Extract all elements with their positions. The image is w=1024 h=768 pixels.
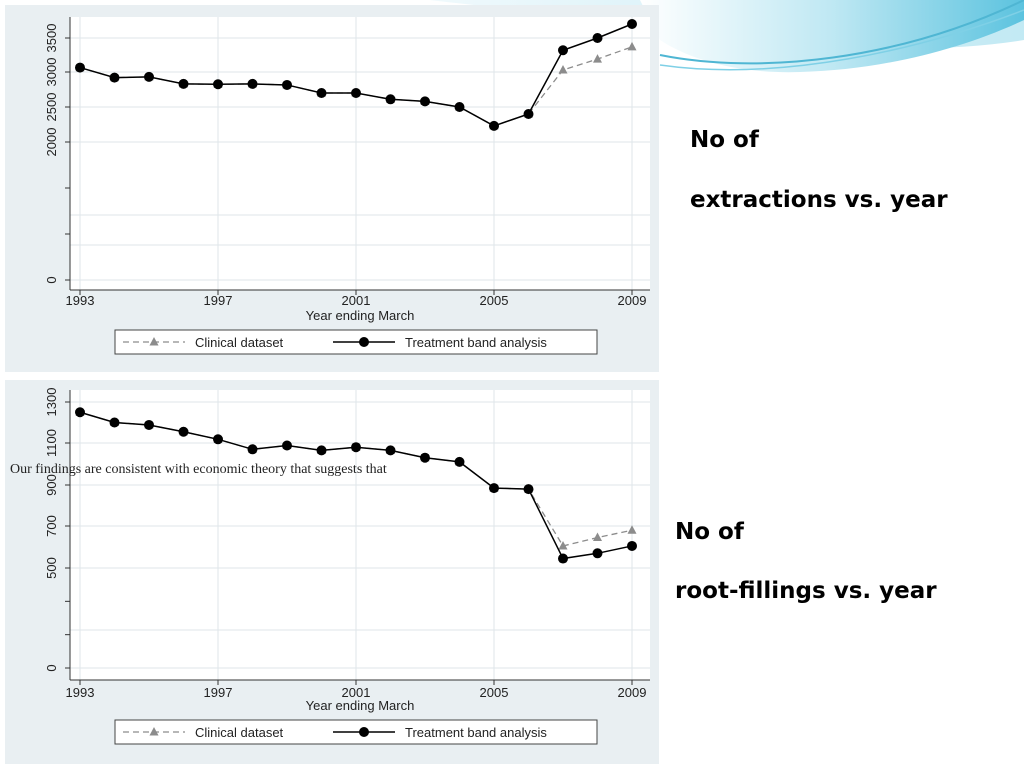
plot-area xyxy=(70,390,650,680)
data-point-circle xyxy=(144,71,154,82)
data-point-triangle xyxy=(558,540,568,550)
extractions-chart-panel: 1993 1997 2001 2005 2009 0 2000 2500 3000 3500 Yea… xyxy=(5,5,659,372)
data-point-triangle xyxy=(593,532,602,542)
data-point-circle xyxy=(75,62,85,73)
root-fillings-chart-panel: 1993 1997 2001 2005 2009 0 500 700 900 1100 1300 Ye… xyxy=(5,380,659,764)
x-tick-label: 2005 xyxy=(480,293,509,308)
y-tick-label: 2000 xyxy=(44,128,59,157)
data-point-circle xyxy=(454,102,465,112)
x-tick-label: 1997 xyxy=(204,685,233,700)
root-fillings-caption-line2: root-fillings vs. year xyxy=(675,578,937,604)
y-tick-label: 500 xyxy=(44,557,59,579)
data-point-circle xyxy=(420,452,430,463)
data-point-circle xyxy=(558,553,568,564)
data-point-circle xyxy=(385,94,396,105)
data-point-circle xyxy=(385,445,396,456)
data-point-circle xyxy=(489,120,499,131)
data-point-circle xyxy=(489,483,499,494)
y-tick-label: 1100 xyxy=(44,429,59,457)
data-point-circle xyxy=(316,445,327,456)
x-tick-label: 1993 xyxy=(66,685,95,700)
data-point-circle xyxy=(247,78,258,89)
overlay-body-text: Our findings are consistent with economi… xyxy=(10,462,387,477)
data-point-triangle xyxy=(627,525,637,534)
data-point-circle xyxy=(454,456,465,467)
extractions-caption-line2: extractions vs. year xyxy=(690,187,948,213)
data-point-circle xyxy=(627,19,637,29)
data-point-triangle xyxy=(593,54,602,63)
data-point-circle xyxy=(213,79,223,90)
legend-marker-circle xyxy=(359,337,369,347)
y-tick-label: 3500 xyxy=(44,24,59,53)
data-point-circle xyxy=(592,548,603,559)
y-tick-label: 1300 xyxy=(44,388,59,417)
data-point-circle xyxy=(351,88,361,98)
x-tick-label: 2005 xyxy=(480,685,509,700)
x-tick-label: 2009 xyxy=(618,685,647,700)
data-point-circle xyxy=(282,440,292,451)
x-tick-label: 2001 xyxy=(342,293,371,308)
x-tick-label: 2009 xyxy=(618,293,647,308)
legend-label-treatment: Treatment band analysis xyxy=(405,335,547,350)
x-axis-label: Year ending March xyxy=(306,698,415,713)
data-point-circle xyxy=(178,78,189,89)
data-point-circle xyxy=(109,417,120,428)
legend-label-clinical: Clinical dataset xyxy=(195,725,284,740)
data-point-circle xyxy=(282,79,292,90)
x-tick-label: 1997 xyxy=(204,293,233,308)
data-point-circle xyxy=(109,72,120,83)
data-point-circle xyxy=(627,540,637,551)
data-point-circle xyxy=(558,45,568,56)
plot-area xyxy=(70,17,650,290)
y-tick-label: 0 xyxy=(44,664,59,671)
y-tick-label: 0 xyxy=(44,276,59,283)
data-point-circle xyxy=(523,109,534,119)
x-tick-label: 2001 xyxy=(342,685,371,700)
data-point-circle xyxy=(316,88,327,98)
data-point-circle xyxy=(420,96,430,107)
data-point-circle xyxy=(213,434,223,445)
data-point-triangle xyxy=(627,41,637,51)
legend-label-clinical: Clinical dataset xyxy=(195,335,284,350)
root-fillings-chart: 1993 1997 2001 2005 2009 0 500 700 900 1100 1300 Ye… xyxy=(44,388,650,745)
y-tick-label: 2500 xyxy=(44,93,59,122)
data-point-circle xyxy=(247,444,258,455)
y-tick-label: 700 xyxy=(44,515,59,537)
legend-marker-circle xyxy=(359,727,369,737)
data-point-triangle xyxy=(558,64,568,74)
root-fillings-caption-line1: No of xyxy=(675,519,744,545)
legend-label-treatment: Treatment band analysis xyxy=(405,725,547,740)
extractions-chart: 1993 1997 2001 2005 2009 0 2000 2500 3000 3500 Yea… xyxy=(44,17,650,355)
legend-marker-triangle xyxy=(149,727,159,736)
data-point-circle xyxy=(351,442,361,453)
extractions-caption-line1: No of xyxy=(690,127,759,153)
data-point-circle xyxy=(178,426,189,437)
legend-marker-triangle xyxy=(149,337,159,346)
data-point-circle xyxy=(144,419,154,430)
data-point-circle xyxy=(592,33,603,43)
data-point-circle xyxy=(75,407,85,418)
x-axis-label: Year ending March xyxy=(306,308,415,323)
y-tick-label: 900 xyxy=(44,474,59,496)
y-tick-label: 3000 xyxy=(44,58,59,87)
data-point-circle xyxy=(523,484,534,495)
x-tick-label: 1993 xyxy=(66,293,95,308)
